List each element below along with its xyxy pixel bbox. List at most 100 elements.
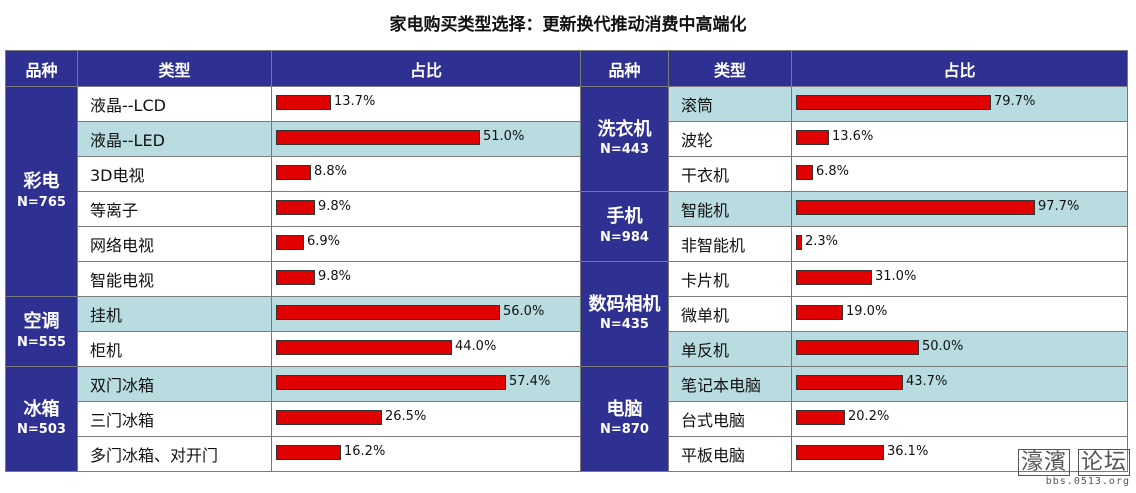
category-cell: 空调 N=555: [5, 296, 78, 367]
watermark-forum: 论坛: [1077, 449, 1130, 476]
bar: [276, 200, 315, 215]
table-row: 三门冰箱 26.5%: [6, 401, 581, 437]
bar: [276, 375, 506, 390]
type-label: 平板电脑: [668, 436, 792, 472]
left-table: 品种 类型 占比 彩电 N=765 液晶--LCD 13.7% 液晶--LED 51.0%…: [5, 50, 581, 472]
bar: [796, 235, 802, 250]
category-name: 电脑: [606, 398, 643, 420]
bar: [796, 445, 884, 460]
table-row: 多门冰箱、对开门 16.2%: [6, 436, 581, 472]
category-sample-size: N=435: [600, 317, 649, 333]
bar-value-label: 50.0%: [922, 339, 964, 354]
bar-value-label: 2.3%: [805, 234, 839, 249]
table-row: 3D电视 8.8%: [6, 156, 581, 192]
category-name: 空调: [23, 311, 60, 333]
table-row: 电脑 N=870 笔记本电脑 43.7%: [580, 366, 1128, 472]
category-cell: 冰箱 N=503: [5, 366, 78, 472]
table-row: 网络电视 6.9%: [6, 226, 581, 262]
bar: [276, 235, 304, 250]
type-label: 柜机: [77, 331, 272, 367]
bar: [276, 95, 331, 110]
bar-cell: 79.7%: [791, 86, 1128, 122]
type-label: 多门冰箱、对开门: [77, 436, 272, 472]
bar-value-label: 79.7%: [994, 94, 1036, 109]
category-cell: 彩电 N=765: [5, 86, 78, 297]
bar: [276, 340, 452, 355]
table-row: 台式电脑 20.2%: [581, 401, 1128, 437]
type-label: 智能电视: [77, 261, 272, 297]
bar-cell: 9.8%: [271, 191, 581, 227]
type-label: 液晶--LED: [77, 121, 272, 157]
bar-cell: 2.3%: [791, 226, 1128, 262]
type-label: 台式电脑: [668, 401, 792, 437]
bar-cell: 19.0%: [791, 296, 1128, 332]
bar-cell: 6.8%: [791, 156, 1128, 192]
table-row: 非智能机 2.3%: [581, 226, 1128, 262]
table-row: 波轮 13.6%: [581, 121, 1128, 157]
header-type: 类型: [668, 50, 792, 87]
bar-value-label: 51.0%: [483, 129, 525, 144]
type-label: 微单机: [668, 296, 792, 332]
type-label: 卡片机: [668, 261, 792, 297]
bar-cell: 26.5%: [271, 401, 581, 437]
bar-cell: 31.0%: [791, 261, 1128, 297]
bar-value-label: 6.8%: [816, 164, 850, 179]
bar-value-label: 36.1%: [887, 444, 929, 459]
category-name: 洗衣机: [597, 118, 652, 140]
category-cell: 数码相机 N=435: [580, 261, 669, 367]
category-cell: 手机 N=984: [580, 191, 669, 262]
bar: [796, 95, 991, 110]
category-name: 数码相机: [588, 293, 661, 315]
category-sample-size: N=765: [17, 194, 66, 210]
bar-value-label: 19.0%: [846, 304, 888, 319]
bar: [276, 305, 500, 320]
bar-value-label: 9.8%: [318, 199, 352, 214]
bar-value-label: 20.2%: [848, 409, 890, 424]
type-label: 液晶--LCD: [77, 86, 272, 122]
header-category: 品种: [580, 50, 669, 87]
bar-cell: 43.7%: [791, 366, 1128, 402]
watermark-url: bbs.0513.org: [1045, 476, 1130, 487]
bar-cell: 13.6%: [791, 121, 1128, 157]
type-label: 智能机: [668, 191, 792, 227]
bar-value-label: 44.0%: [455, 339, 497, 354]
header-share: 占比: [271, 50, 581, 87]
bar: [796, 130, 829, 145]
category-cell: 电脑 N=870: [580, 366, 669, 472]
header-type: 类型: [77, 50, 272, 87]
table-row: 彩电 N=765 液晶--LCD 13.7%: [5, 86, 581, 297]
type-label: 双门冰箱: [77, 366, 272, 402]
bar-cell: 8.8%: [271, 156, 581, 192]
bar-cell: 97.7%: [791, 191, 1128, 227]
header-share: 占比: [791, 50, 1128, 87]
category-sample-size: N=984: [600, 229, 649, 245]
type-label: 等离子: [77, 191, 272, 227]
category-name: 彩电: [23, 171, 60, 193]
header-category: 品种: [5, 50, 78, 87]
category-sample-size: N=555: [17, 334, 66, 350]
bar-value-label: 13.6%: [832, 129, 874, 144]
bar-value-label: 26.5%: [385, 409, 427, 424]
table-row: 液晶--LED 51.0%: [6, 121, 581, 157]
bar: [276, 445, 341, 460]
bar: [796, 410, 845, 425]
type-label: 挂机: [77, 296, 272, 332]
bar: [276, 165, 311, 180]
bar-value-label: 16.2%: [344, 444, 386, 459]
bar-cell: 56.0%: [271, 296, 581, 332]
type-label: 3D电视: [77, 156, 272, 192]
table-row: 单反机 50.0%: [581, 331, 1128, 367]
type-label: 干衣机: [668, 156, 792, 192]
bar-cell: 13.7%: [271, 86, 581, 122]
category-sample-size: N=503: [17, 422, 66, 438]
category-sample-size: N=870: [600, 422, 649, 438]
table-row: 等离子 9.8%: [6, 191, 581, 227]
chart-title: 家电购买类型选择：更新换代推动消费中高端化: [389, 15, 747, 35]
bar: [276, 130, 480, 145]
bar: [276, 410, 382, 425]
table-row: 手机 N=984 智能机 97.7%: [580, 191, 1128, 262]
table-row: 柜机 44.0%: [6, 331, 581, 367]
bar: [276, 270, 315, 285]
type-label: 滚筒: [668, 86, 792, 122]
type-label: 网络电视: [77, 226, 272, 262]
